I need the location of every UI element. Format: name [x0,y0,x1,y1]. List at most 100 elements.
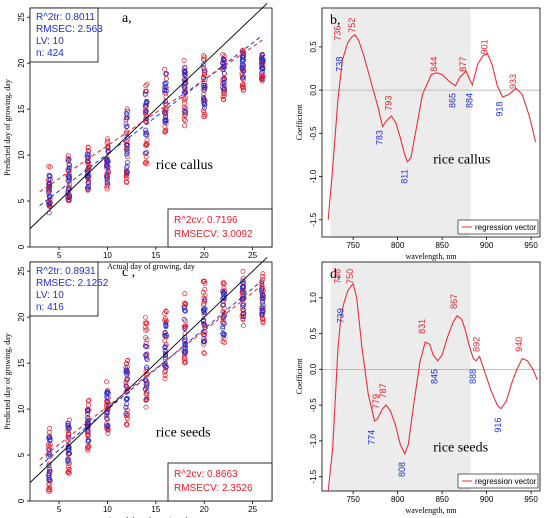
peak-label: 877 [458,57,468,72]
train-point [124,165,130,171]
train-point [144,98,150,104]
train-point [104,415,110,421]
cv-point [46,488,52,494]
cv-point [143,381,149,387]
cv-point [182,118,188,124]
train-point [241,74,247,80]
x-tick-label: 10 [103,505,112,514]
train-stat: LV: 10 [36,290,64,301]
legend-box [457,473,539,489]
x-tick-label: 20 [200,251,209,260]
train-point [260,66,266,72]
annotation: rice seeds [156,426,211,441]
train-point [67,451,72,456]
annotation: rice callus [433,153,490,168]
train-point [124,395,130,401]
train-point [182,326,188,332]
x-tick-label: 900 [480,495,494,504]
cv-point [221,320,227,326]
cv-point [65,470,71,476]
cv-point [202,112,208,117]
cv-point [240,323,246,329]
train-point [104,157,110,162]
x-axis-label: Actual day of growing, day [107,516,195,518]
train-point [183,348,189,354]
peak-label: 888 [468,369,478,384]
peak-label: 736 [333,26,343,41]
cv-point [182,323,188,329]
cv-point [163,120,169,126]
train-point [142,88,148,94]
train-point [201,95,207,101]
cv-point [86,402,91,408]
train-point [104,179,110,185]
panel-3: 5 10 15 20 25 0 5 10 15 20 25 Actual day of growing… [3,257,273,518]
train-point [124,148,130,154]
cv-point [182,356,188,362]
cv-point [124,106,130,112]
train-point [201,339,207,345]
train-point [221,321,227,327]
train-point [202,297,208,303]
y-tick-label: -1.5 [309,469,318,483]
cv-point [85,398,91,404]
cv-point [65,153,71,159]
annotation: rice callus [156,158,213,173]
train-point [182,110,188,116]
cv-point [85,446,91,452]
peak-label: 808 [397,462,407,477]
cv-point [144,81,150,87]
train-point [201,336,207,342]
regression-curve [327,282,538,492]
train-point [182,64,188,70]
train-point [260,305,266,311]
train-point [124,401,130,407]
peak-label: 916 [493,418,503,433]
cv-point [202,332,208,338]
train-point [66,434,72,440]
cv-point [143,327,149,333]
cv-point [86,397,92,403]
peak-label: 811 [399,169,409,183]
train-point [260,52,265,58]
train-point [47,176,53,182]
train-point [241,314,247,320]
train-point [124,143,130,149]
shaded-region [330,8,471,237]
train-point [241,310,247,316]
train-point [105,164,111,170]
train-point [105,389,110,395]
peak-label: 940 [514,337,524,352]
cv-point [143,159,149,165]
train-point [222,296,227,302]
peak-label: 845 [430,369,440,384]
train-point [144,389,150,395]
train-point [241,295,247,301]
train-point [163,113,169,119]
train-point [220,64,226,70]
train-point [162,348,168,354]
cv-point [163,355,168,361]
panel-label: c , [122,265,135,280]
train-point [67,193,72,198]
train-point [162,88,168,94]
peak-label: 901 [480,39,490,54]
train-stat: R^2tr: 0.8011 [36,12,95,23]
y-tick-label: 0.0 [309,84,318,96]
y-axis-label: Predicted day of growing, day [3,79,12,176]
cv-point [260,319,266,325]
x-axis-label: wavelength, nm [405,252,457,261]
cv-stats-box [167,208,273,248]
train-point [221,82,227,88]
cv-point [241,87,247,93]
cv-stat: RMSECV: 2.3526 [174,483,253,494]
y-tick-label: -0.5 [309,126,318,140]
cv-point [163,71,169,77]
train-point [85,175,91,181]
cv-point [143,151,149,156]
y-tick-label: 10 [17,404,26,413]
cv-point [66,464,72,470]
cv-point [162,376,168,382]
cv-point [85,161,91,167]
train-point [143,355,149,361]
